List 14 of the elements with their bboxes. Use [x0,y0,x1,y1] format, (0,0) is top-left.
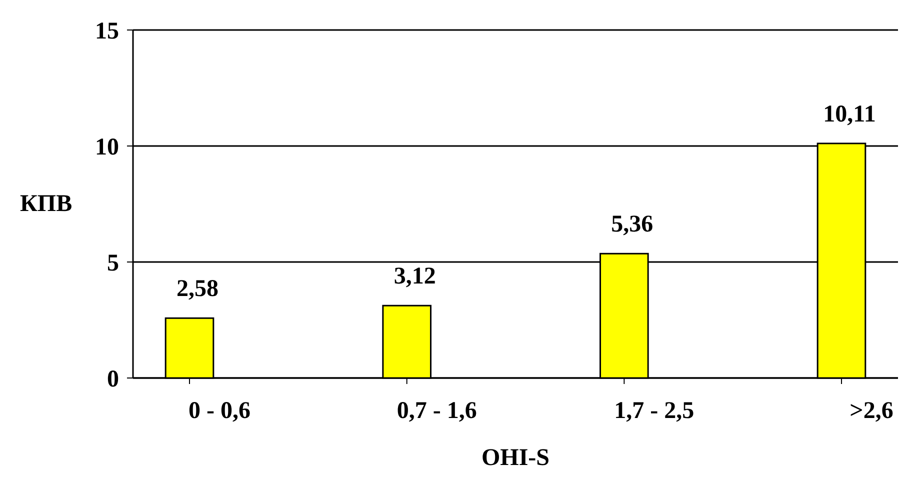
data-label: 5,36 [611,212,654,238]
y-tick-label: 5 [107,250,119,276]
data-label: 2,58 [176,276,219,302]
data-label: 3,12 [394,264,436,290]
x-tick-label: >2,6 [850,398,894,424]
y-axis-title: КПВ [20,191,72,217]
y-tick-label: 0 [107,366,119,392]
x-tick-label: 0 - 0,6 [188,398,251,424]
x-axis-title: OHI-S [481,445,550,471]
y-tick-label: 10 [95,134,119,160]
y-tick-label: 15 [95,18,119,44]
data-label: 10,11 [823,101,876,128]
x-tick-label: 1,7 - 2,5 [614,398,694,424]
x-tick-label: 0,7 - 1,6 [396,398,477,424]
